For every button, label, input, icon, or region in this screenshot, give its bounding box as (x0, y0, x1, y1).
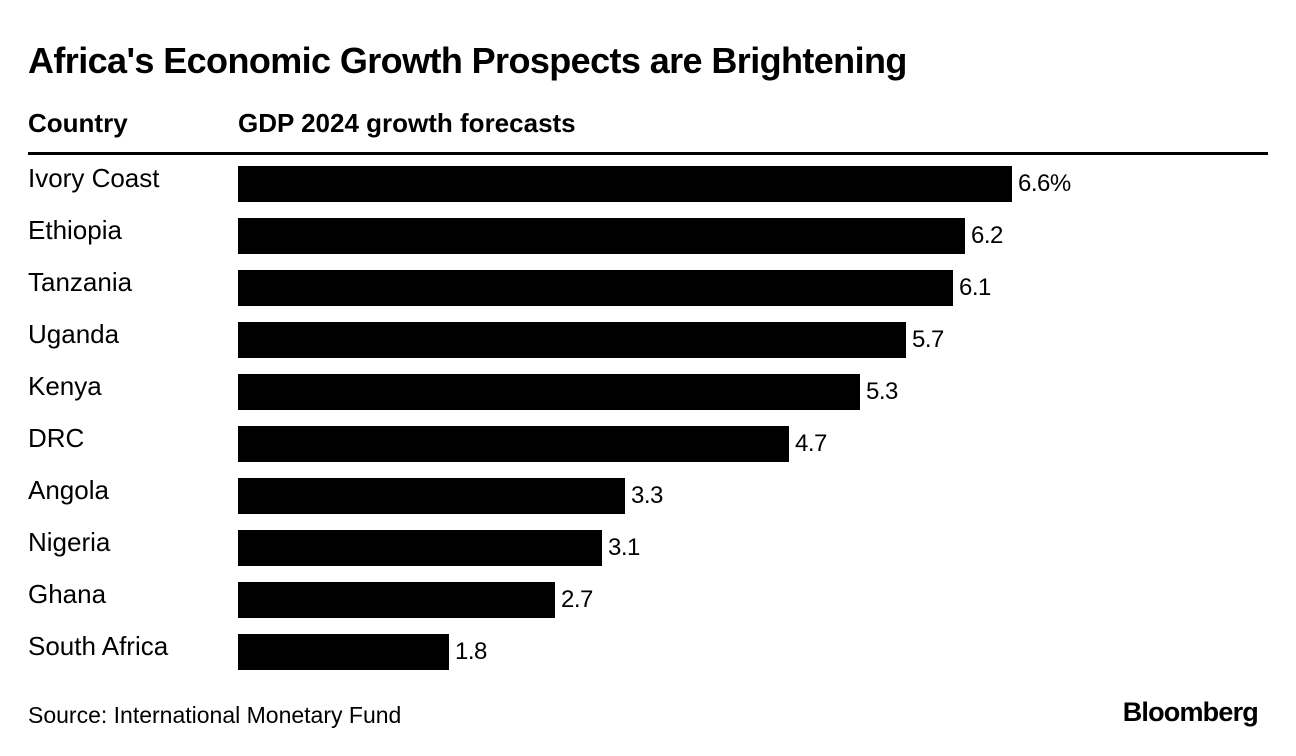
value-label: 5.3 (866, 378, 898, 405)
country-label: Uganda (28, 319, 120, 349)
bar (238, 374, 860, 410)
bar (238, 322, 906, 358)
country-label: Ivory Coast (28, 163, 160, 193)
country-label: Kenya (28, 371, 102, 401)
country-label: South Africa (28, 631, 169, 661)
value-label: 1.8 (455, 638, 487, 665)
value-label: 6.6% (1018, 170, 1071, 197)
country-label: Angola (28, 475, 109, 505)
bar (238, 478, 625, 514)
source-note: Source: International Monetary Fund (28, 702, 402, 728)
gdp-forecast-column-header: GDP 2024 growth forecasts (238, 108, 576, 138)
bar (238, 530, 602, 566)
country-label: Nigeria (28, 527, 111, 557)
chart-title: Africa's Economic Growth Prospects are B… (28, 40, 907, 81)
country-column-header: Country (28, 108, 128, 138)
bar (238, 218, 965, 254)
bar (238, 634, 449, 670)
value-label: 6.1 (959, 274, 991, 301)
country-label: DRC (28, 423, 85, 453)
value-label: 2.7 (561, 586, 593, 613)
bar (238, 582, 555, 618)
bar (238, 426, 789, 462)
value-label: 4.7 (795, 430, 827, 457)
bar (238, 166, 1012, 202)
country-label: Ghana (28, 579, 107, 609)
header-divider (28, 152, 1268, 155)
value-label: 3.1 (608, 534, 640, 561)
value-label: 6.2 (971, 222, 1003, 249)
bloomberg-logo: Bloomberg (1122, 697, 1259, 727)
country-label: Tanzania (28, 267, 133, 297)
bar (238, 270, 953, 306)
value-label: 5.7 (912, 326, 944, 353)
value-label: 3.3 (631, 482, 663, 509)
country-label: Ethiopia (28, 215, 122, 245)
